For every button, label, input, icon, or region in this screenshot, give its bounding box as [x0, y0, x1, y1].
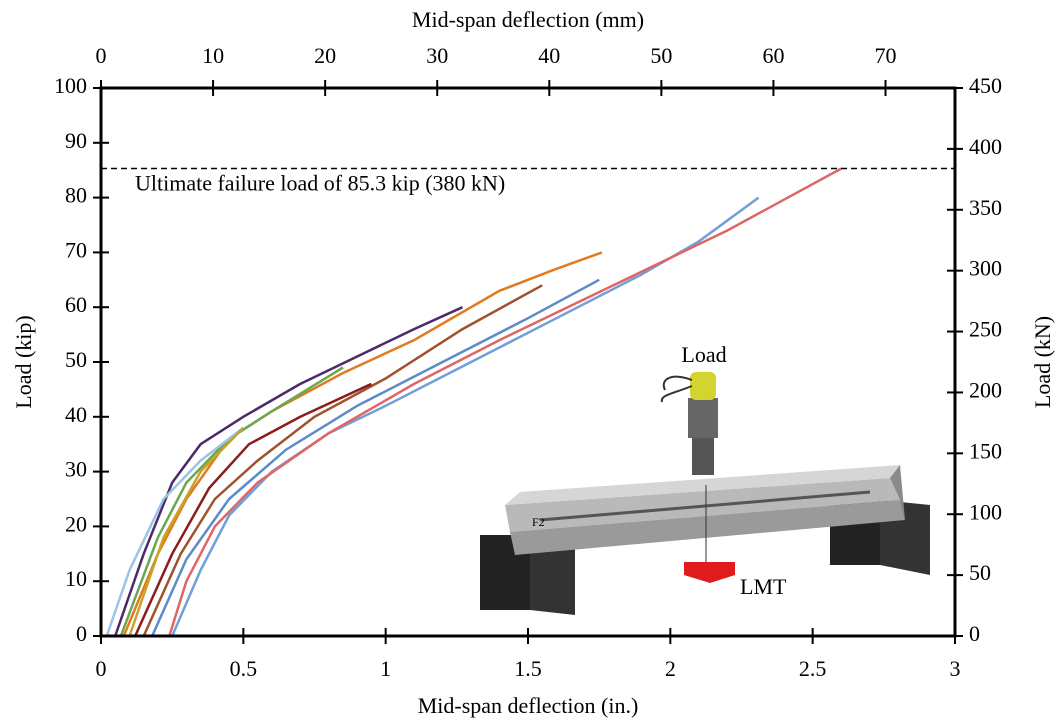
beam-illustration	[480, 372, 930, 615]
inset-label: F2	[532, 515, 545, 529]
y2-tick-label: 150	[969, 438, 1002, 463]
x2-tick-label: 70	[875, 43, 897, 68]
y-axis-label: Load (kip)	[11, 315, 36, 408]
data-line	[171, 196, 760, 637]
x-tick-label: 3	[950, 656, 961, 681]
y2-tick-label: 100	[969, 499, 1002, 524]
y-tick-label: 10	[65, 566, 87, 591]
x2-tick-label: 60	[762, 43, 784, 68]
data-line	[151, 278, 600, 637]
data-line	[142, 284, 543, 637]
inset-label: LMT	[740, 574, 787, 599]
y-tick-label: 30	[65, 457, 87, 482]
x2-tick-label: 10	[202, 43, 224, 68]
x-tick-label: 2	[665, 656, 676, 681]
y2-tick-label: 400	[969, 134, 1002, 159]
x-axis-label: Mid-span deflection (in.)	[418, 693, 639, 718]
y2-tick-label: 300	[969, 256, 1002, 281]
y-tick-label: 100	[54, 73, 87, 98]
y-tick-label: 90	[65, 128, 87, 153]
inset-label: Load	[681, 342, 726, 367]
x2-tick-label: 30	[426, 43, 448, 68]
y-tick-label: 40	[65, 402, 87, 427]
y2-tick-label: 0	[969, 621, 980, 646]
y-tick-label: 0	[76, 621, 87, 646]
data-line	[128, 426, 245, 637]
x2-tick-label: 0	[96, 43, 107, 68]
data-line	[122, 251, 603, 637]
y-tick-label: 50	[65, 347, 87, 372]
x-tick-label: 1	[380, 656, 391, 681]
annotation: Ultimate failure load of 85.3 kip (380 k…	[135, 171, 505, 196]
x2-tick-label: 40	[538, 43, 560, 68]
x2-axis-label: Mid-span deflection (mm)	[412, 7, 644, 32]
y-tick-label: 60	[65, 292, 87, 317]
data-line	[134, 382, 372, 637]
y2-tick-label: 200	[969, 377, 1002, 402]
y2-tick-label: 450	[969, 73, 1002, 98]
x-tick-label: 0.5	[230, 656, 258, 681]
y2-tick-label: 350	[969, 195, 1002, 220]
y-tick-label: 80	[65, 183, 87, 208]
x2-tick-label: 20	[314, 43, 336, 68]
y2-tick-label: 50	[969, 560, 991, 585]
x2-tick-label: 50	[650, 43, 672, 68]
y-tick-label: 20	[65, 511, 87, 536]
data-line	[119, 366, 344, 637]
x-tick-label: 1.5	[514, 656, 542, 681]
y2-tick-label: 250	[969, 317, 1002, 342]
y-tick-label: 70	[65, 237, 87, 262]
x-tick-label: 2.5	[799, 656, 827, 681]
x-tick-label: 0	[96, 656, 107, 681]
y2-axis-label: Load (kN)	[1030, 316, 1055, 408]
data-line	[105, 426, 245, 637]
data-line	[168, 167, 842, 637]
data-line	[114, 306, 464, 637]
